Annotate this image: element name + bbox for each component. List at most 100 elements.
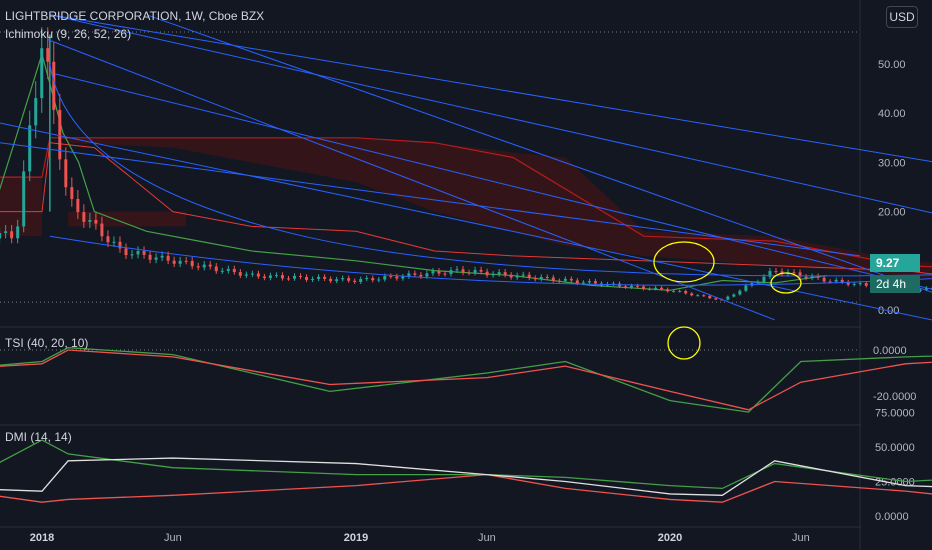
- candle-body: [52, 61, 56, 110]
- candle-body: [226, 268, 230, 271]
- candle-body: [611, 283, 615, 285]
- candle-body: [792, 272, 796, 274]
- ichimoku-lagging-line: [0, 52, 828, 291]
- candle-body: [593, 281, 597, 284]
- candle-body: [804, 276, 808, 279]
- candle-body: [160, 255, 164, 258]
- symbol-title: LIGHTBRIDGE CORPORATION, 1W, Cboe BZX: [5, 9, 265, 23]
- candle-body: [184, 260, 188, 262]
- candle-body: [557, 280, 561, 282]
- candle-body: [88, 219, 92, 222]
- highlight-circle: [770, 272, 802, 294]
- candle-body: [154, 257, 158, 260]
- candle-body: [660, 287, 664, 290]
- candle-body: [467, 272, 471, 274]
- time-tick-label: Jun: [164, 532, 182, 544]
- candle-body: [864, 283, 868, 286]
- currency-button[interactable]: USD: [886, 6, 918, 28]
- candle-body: [268, 275, 272, 279]
- candle-body: [828, 281, 832, 283]
- ichimoku-indicator-label[interactable]: Ichimoku (9, 26, 52, 26): [5, 27, 132, 41]
- tsi-tick-label: 0.0000: [873, 345, 907, 357]
- candle-body: [768, 271, 772, 277]
- candle-body: [696, 295, 700, 297]
- candle-body: [569, 278, 573, 281]
- candle-body: [250, 273, 254, 275]
- tsi-indicator-label[interactable]: TSI (40, 20, 10): [5, 336, 89, 350]
- candle-body: [202, 264, 206, 268]
- tsi-line: [0, 347, 932, 413]
- candle-body: [256, 273, 260, 277]
- candle-body: [220, 270, 224, 272]
- candle-body: [401, 276, 405, 279]
- candle-body: [305, 276, 309, 280]
- dmi-minus-line: [0, 473, 932, 503]
- candle-body: [509, 274, 513, 278]
- candle-body: [244, 274, 248, 276]
- candle-body: [449, 270, 453, 275]
- candle-body: [642, 286, 646, 289]
- candle-body: [425, 273, 429, 277]
- candle-body: [852, 283, 856, 285]
- candle-body: [491, 274, 495, 276]
- candle-body: [810, 276, 814, 279]
- candle-body: [100, 223, 104, 237]
- candle-body: [118, 241, 122, 249]
- candle-body: [503, 272, 507, 275]
- candle-body: [16, 226, 20, 239]
- candle-body: [822, 277, 826, 282]
- dmi-indicator-label[interactable]: DMI (14, 14): [5, 430, 72, 444]
- candle-body: [930, 287, 932, 289]
- candle-body: [738, 290, 742, 295]
- dmi-tick-label: 50.0000: [875, 442, 915, 454]
- candle-body: [587, 281, 591, 283]
- candle-body: [112, 241, 116, 243]
- candle-body: [437, 271, 441, 274]
- candle-body: [214, 266, 218, 272]
- candle-body: [497, 272, 501, 275]
- candle-body: [106, 236, 110, 243]
- candle-body: [545, 277, 549, 279]
- candle-body: [702, 295, 706, 297]
- candle-body: [858, 283, 862, 285]
- dmi-plus-line: [0, 439, 932, 490]
- candle-body: [136, 251, 140, 255]
- price-tick-label: 20.00: [878, 207, 906, 219]
- candle-body: [744, 285, 748, 291]
- time-tick-label: 2019: [344, 532, 368, 544]
- time-tick-label: Jun: [478, 532, 496, 544]
- candle-body: [365, 278, 369, 280]
- ichimoku-cloud-early: [68, 211, 186, 227]
- candle-body: [178, 260, 182, 264]
- candle-body: [58, 109, 62, 160]
- candle-body: [551, 277, 555, 281]
- time-tick-label: Jun: [792, 532, 810, 544]
- bar-countdown-badge: 2d 4h: [870, 275, 920, 293]
- candle-body: [762, 276, 766, 282]
- candle-body: [22, 171, 26, 227]
- trendline: [0, 122, 932, 321]
- candle-body: [575, 280, 579, 284]
- candle-body: [148, 254, 152, 260]
- highlight-circle: [667, 326, 701, 360]
- candle-body: [262, 276, 266, 279]
- candle-body: [726, 296, 730, 300]
- arc-support: [49, 235, 932, 286]
- candle-body: [208, 264, 212, 267]
- candle-body: [846, 282, 850, 285]
- candle-body: [539, 277, 543, 280]
- trendline: [146, 14, 932, 293]
- candle-body: [286, 278, 290, 280]
- candle-body: [196, 266, 200, 268]
- candle-body: [124, 248, 128, 256]
- candle-body: [299, 275, 303, 277]
- candle-body: [527, 274, 531, 278]
- candle-body: [94, 219, 98, 224]
- candle-body: [636, 285, 640, 287]
- candle-body: [678, 291, 682, 293]
- candle-body: [389, 276, 393, 278]
- candle-body: [630, 285, 634, 288]
- candle-body: [708, 295, 712, 299]
- candle-body: [172, 260, 176, 264]
